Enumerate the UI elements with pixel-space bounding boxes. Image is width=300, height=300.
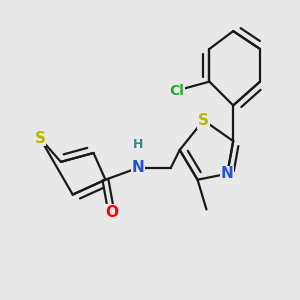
Text: S: S [198,113,209,128]
Text: Cl: Cl [169,84,184,98]
Text: N: N [132,160,145,175]
Text: S: S [34,130,46,146]
Text: N: N [221,166,234,181]
Text: O: O [105,205,118,220]
Text: H: H [133,138,143,151]
